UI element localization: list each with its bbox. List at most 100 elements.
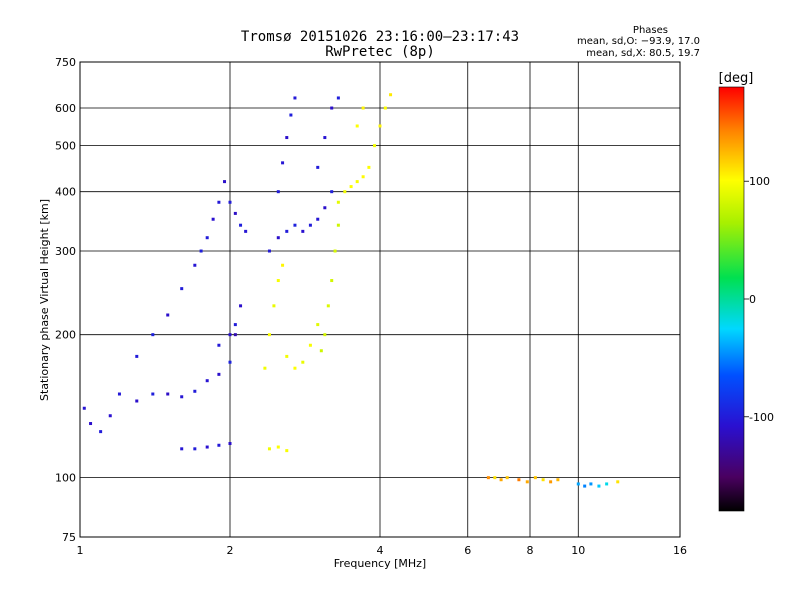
- phase-stats-x: mean, sd,X: 80.5, 19.7: [586, 48, 700, 59]
- data-point: [285, 136, 289, 140]
- phases-heading: Phases: [633, 25, 668, 36]
- colorbar-tick-label: -100: [749, 411, 774, 424]
- data-point: [525, 480, 529, 484]
- data-point: [228, 200, 232, 204]
- data-point: [583, 484, 587, 488]
- data-point: [373, 144, 377, 148]
- data-point: [541, 478, 545, 482]
- data-point: [576, 482, 580, 486]
- y-tick-label: 75: [62, 531, 76, 544]
- data-point: [367, 165, 371, 169]
- data-point: [166, 313, 170, 317]
- x-axis-ticks: 1 2 4 6 8 10 16: [77, 544, 688, 557]
- y-tick-label: 200: [55, 329, 76, 342]
- data-point: [193, 263, 197, 267]
- data-point: [330, 279, 334, 283]
- data-point: [517, 478, 521, 482]
- data-point: [333, 249, 337, 253]
- data-point: [151, 392, 155, 396]
- data-point: [263, 366, 267, 370]
- data-point: [285, 354, 289, 358]
- data-point: [205, 445, 209, 449]
- data-points: [82, 93, 620, 488]
- data-point: [330, 106, 334, 110]
- phase-stats-o: mean, sd,O: −93.9, 17.0: [577, 36, 700, 47]
- data-point: [308, 343, 312, 347]
- data-point: [308, 223, 312, 227]
- data-point: [239, 223, 243, 227]
- data-point: [281, 263, 285, 267]
- data-point: [276, 445, 280, 449]
- data-point: [336, 200, 340, 204]
- data-point: [505, 476, 509, 480]
- y-tick-label: 300: [55, 245, 76, 258]
- y-tick-label: 600: [55, 102, 76, 115]
- colorbar: [deg] 100 0 -100: [718, 71, 774, 512]
- x-tick-label: 16: [673, 544, 687, 557]
- data-point: [135, 399, 139, 403]
- data-point: [82, 406, 86, 410]
- grid: [80, 62, 680, 537]
- colorbar-gradient: [718, 86, 745, 512]
- x-tick-label: 6: [464, 544, 471, 557]
- x-tick-label: 8: [527, 544, 534, 557]
- data-point: [499, 478, 503, 482]
- data-point: [605, 482, 609, 486]
- data-point: [493, 476, 497, 480]
- data-point: [293, 96, 297, 100]
- plot-area: [79, 61, 681, 538]
- data-point: [323, 136, 327, 140]
- data-point: [276, 236, 280, 240]
- y-axis-ticks: 75 100 200 300 400 500 600 750: [55, 56, 76, 544]
- x-axis-label: Frequency [MHz]: [334, 557, 426, 570]
- data-point: [316, 165, 320, 169]
- y-tick-label: 100: [55, 472, 76, 485]
- data-point: [180, 395, 184, 399]
- chart-subtitle: RwPretec (8p): [325, 44, 435, 60]
- y-tick-label: 750: [55, 56, 76, 69]
- data-point: [319, 349, 323, 353]
- data-point: [343, 190, 347, 194]
- data-point: [180, 447, 184, 451]
- data-point: [330, 190, 334, 194]
- data-point: [533, 476, 537, 480]
- data-point: [223, 180, 227, 184]
- data-point: [117, 392, 121, 396]
- data-point: [389, 93, 393, 97]
- data-point: [349, 185, 353, 189]
- data-point: [323, 206, 327, 210]
- data-point: [301, 229, 305, 233]
- data-point: [267, 447, 271, 451]
- data-point: [549, 480, 553, 484]
- data-point: [355, 124, 359, 128]
- data-point: [228, 360, 232, 364]
- data-point: [267, 333, 271, 337]
- data-point: [378, 124, 382, 128]
- data-point: [233, 333, 237, 337]
- data-point: [89, 422, 93, 426]
- y-tick-label: 400: [55, 186, 76, 199]
- data-point: [293, 366, 297, 370]
- data-point: [361, 175, 365, 179]
- data-point: [316, 323, 320, 327]
- data-point: [285, 449, 289, 453]
- data-point: [276, 279, 280, 283]
- y-tick-label: 500: [55, 140, 76, 153]
- data-point: [166, 392, 170, 396]
- data-point: [597, 484, 601, 488]
- data-point: [616, 480, 620, 484]
- data-point: [285, 229, 289, 233]
- colorbar-label: [deg]: [719, 71, 754, 86]
- data-point: [293, 223, 297, 227]
- data-point: [289, 113, 293, 117]
- data-point: [180, 287, 184, 291]
- x-tick-label: 2: [227, 544, 234, 557]
- data-point: [205, 236, 209, 240]
- x-tick-label: 1: [77, 544, 84, 557]
- data-point: [301, 360, 305, 364]
- data-point: [316, 217, 320, 221]
- y-axis-label: Stationary phase Virtual Height [km]: [38, 199, 51, 401]
- data-point: [228, 442, 232, 446]
- data-point: [211, 217, 215, 221]
